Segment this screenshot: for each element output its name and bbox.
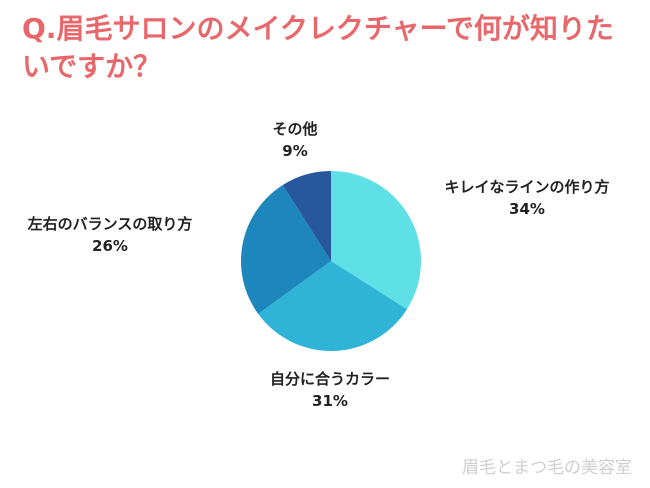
label-balance-value: 26% [92, 237, 128, 255]
pie-slice-color [258, 261, 407, 351]
label-color-value: 31% [312, 392, 348, 410]
label-balance-name: 左右のバランスの取り方 [27, 215, 193, 233]
label-other: その他 9% [250, 118, 340, 162]
label-color-name: 自分に合うカラー [269, 370, 390, 388]
label-line-method: キレイなラインの作り方 34% [432, 176, 622, 220]
chart-title: Q.眉毛サロンのメイクレクチャーで何が知りたいですか？ [22, 12, 614, 83]
pie-slice-line-method [331, 171, 421, 310]
label-balance: 左右のバランスの取り方 26% [10, 213, 210, 257]
label-line-method-value: 34% [509, 200, 545, 218]
label-other-value: 9% [282, 142, 308, 160]
watermark: 眉毛とまつ毛の美容室 [462, 458, 632, 478]
label-color: 自分に合うカラー 31% [245, 368, 415, 412]
label-line-method-name: キレイなラインの作り方 [444, 178, 610, 196]
pie-slice-other [282, 171, 331, 261]
label-other-name: その他 [272, 120, 318, 138]
pie-slice-balance [241, 185, 331, 314]
